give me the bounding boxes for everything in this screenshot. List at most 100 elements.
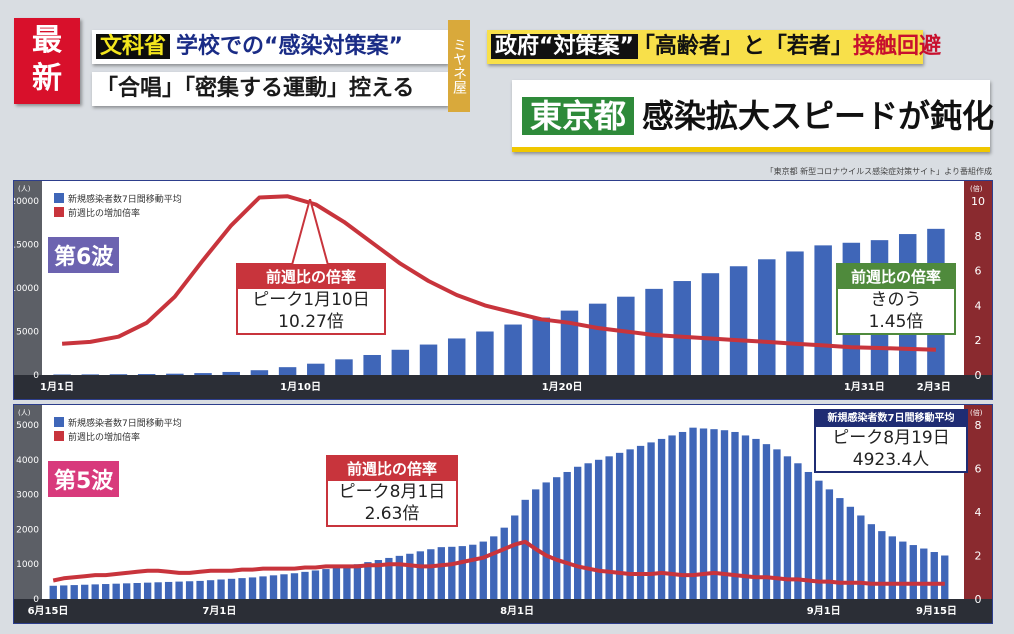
wave5-bar [762,444,771,599]
wave5-bar [364,562,372,599]
wave5-legend-bg [50,413,210,443]
wave5-y-left-tick: 1000 [16,560,39,570]
wave5-bar [521,499,529,599]
headline-tag-government: 政府“対策案” [491,34,638,59]
wave5-bar [164,581,173,599]
wave5-bar [406,553,414,599]
wave6-x-tick: 1月20日 [542,381,583,393]
wave5-legend-swatch-line [54,431,64,441]
wave6-bar [250,370,269,375]
wave5-y-left-unit: (人) [18,409,31,417]
wave6-legend-swatch-line [54,207,64,217]
wave6-bar [814,245,832,375]
wave5-ratio-callout-line1: ピーク8月1日 [338,482,446,502]
breaking-badge: 最新 [14,18,80,104]
wave5-bar [647,442,655,599]
wave6-x-tick: 1月10日 [280,381,321,393]
wave6-legend-label-cases: 新規感染者数7日間移動平均 [68,193,182,205]
wave5-bar [668,435,676,599]
wave5-cases-callout-line1: ピーク8月19日 [832,428,950,448]
wave6-bar [476,331,494,375]
wave5-bar [657,438,666,599]
wave6-bar [786,251,804,375]
wave5-bar [206,580,215,599]
main-headline-text: 感染拡大スピードが鈍化 [642,97,995,135]
wave6-legend-bg [50,189,210,219]
wave6-bar [645,288,663,375]
headline-government-emphasis: 接触回避 [852,34,941,59]
wave5-cases-callout-head: 新規感染者数7日間移動平均 [816,411,966,427]
wave5-bar [196,580,204,599]
breaking-badge-text: 最新 [32,23,62,96]
wave6-y-right-unit: (倍) [970,184,983,193]
wave5-bar [143,582,152,599]
main-headline-tag: 東京都 [522,97,635,135]
wave5-bar [615,452,624,599]
wave5-y-right-tick: 0 [975,593,982,606]
wave6-bar [419,344,438,375]
wave6-bar [363,354,381,375]
chart-wave5: 5000 4000 3000 2000 1000 0 (人) 8 6 4 2 0 (倍) 6月15日 7月1… [13,404,993,624]
wave5-bar [836,498,844,599]
wave6-y-left-tick: 15000 [14,241,39,251]
wave6-bar [504,324,522,375]
wave6-peak-callout-line2: 10.27倍 [278,312,344,332]
wave6-bar [560,310,579,375]
headline-tag-mext: 文科省 [96,34,171,59]
wave5-bar [385,557,393,599]
wave5-bar [773,449,781,599]
wave6-x-tick: 2月3日 [917,381,951,393]
headline-activities-text: 「合唱」「密集する運動」控える [96,76,415,101]
wave5-bar [699,428,708,599]
wave5-bar [227,578,236,599]
wave5-bar [532,489,540,599]
wave6-bar [588,303,607,375]
program-logo: ミヤネ屋 [448,20,470,112]
wave5-bar [374,560,383,599]
wave6-y-left-unit: (人) [18,185,31,193]
wave5-bar [794,463,802,599]
wave5-y-left-tick: 0 [33,595,39,605]
wave6-peak-pointer [290,199,330,265]
wave5-bar [511,515,519,599]
wave5-bar [175,581,183,599]
wave6-bar [758,259,776,375]
headline-government-text: 「高齢者」と「若者」 [643,34,853,59]
wave5-bar [154,582,162,599]
wave5-bar [122,583,131,599]
wave5-bar [60,585,68,599]
wave6-bar [137,374,156,375]
wave5-y-left-tick: 4000 [16,456,39,466]
wave5-y-right-tick: 2 [975,550,982,563]
wave5-cases-callout-line2: 4923.4人 [852,450,930,470]
wave5-legend-swatch-bar [54,417,64,427]
wave5-bar [332,567,341,599]
wave6-y-right-tick: 4 [975,299,982,312]
wave6-latest-callout-head: 前週比の倍率 [838,265,954,289]
wave5-bar [311,570,320,599]
wave5-cases-callout: 新規感染者数7日間移動平均 ピーク8月19日 4923.4人 [814,409,968,473]
wave5-bar [542,482,550,599]
wave5-bar [248,577,257,599]
wave6-bar [532,317,551,375]
wave6-right-axis-band [964,181,992,399]
wave5-y-right-unit: (倍) [970,408,983,417]
wave5-bar [49,585,57,599]
wave5-label: 第5波 [48,461,120,497]
wave5-ratio-callout: 前週比の倍率 ピーク8月1日 2.63倍 [326,455,458,527]
wave6-bar [166,373,184,375]
wave6-y-right-tick: 8 [975,230,982,243]
wave5-bar [804,471,813,599]
wave5-bar [909,545,917,599]
wave5-bar [752,438,760,599]
wave5-bar [102,584,110,599]
wave5-x-tick: 7月1日 [202,605,236,617]
wave5-legend-label-cases: 新規感染者数7日間移動平均 [68,417,182,429]
wave5-bar [81,584,89,599]
wave5-bar [741,435,750,599]
headline-activities: 「合唱」「密集する運動」控える [92,72,448,106]
wave5-bar [416,551,425,599]
headline-school: 文科省 学校での“感染対策案” [92,30,448,64]
wave6-bar [81,374,100,375]
